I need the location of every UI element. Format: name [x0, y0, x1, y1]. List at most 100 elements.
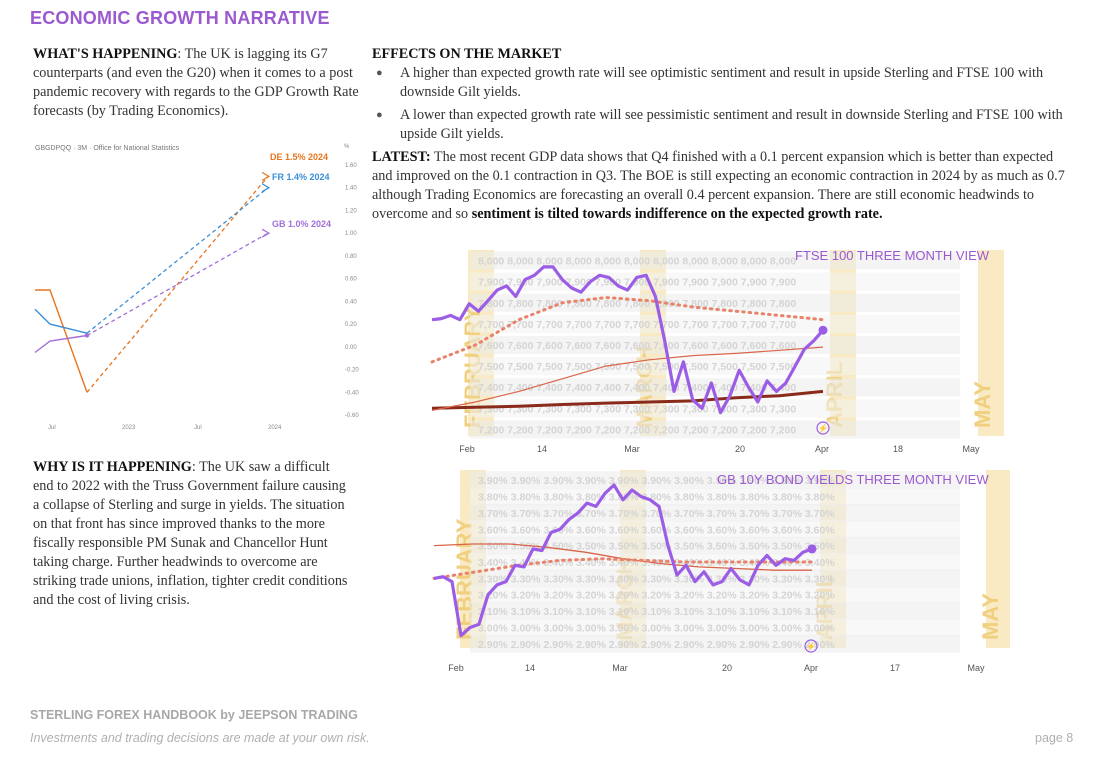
ftse-x-tick: 18: [893, 444, 903, 454]
level-label: 7,700 7,700 7,700 7,700 7,700 7,700 7,70…: [478, 319, 796, 331]
ftse-x-tick: Apr: [815, 444, 829, 454]
level-label: 7,800 7,800 7,800 7,800 7,800 7,800 7,80…: [478, 298, 796, 310]
gdp-arrow-gb: [261, 228, 271, 238]
gilt-event-icon: [804, 639, 818, 653]
ftse-chart: FEBRUARYMARCHAPRILMAY8,000 8,000 8,000 8…: [430, 248, 1004, 454]
month-label: MAY: [970, 381, 995, 428]
level-band: [470, 336, 960, 354]
gdp-chart-source: GBGDPQQ · 3M · Office for National Stati…: [35, 145, 180, 152]
effects-bullet-1: A higher than expected growth rate will …: [372, 64, 1074, 102]
gilt-last-point: [807, 544, 817, 554]
level-band: [470, 293, 960, 312]
gdp-y-tick: 0.00: [345, 345, 357, 351]
page-title: ECONOMIC GROWTH NARRATIVE: [30, 8, 330, 28]
gdp-arrow-de: [261, 171, 271, 181]
gdp-y-tick: -0.60: [345, 413, 359, 419]
level-band: [470, 357, 960, 376]
whats-happening-paragraph: WHAT'S HAPPENING: The UK is lagging its …: [33, 45, 365, 121]
why-happening-paragraph: WHY IS IT HAPPENING: The UK saw a diffic…: [33, 458, 353, 610]
gdp-forecast-de: [86, 175, 269, 393]
gdp-series-fr: [34, 308, 88, 334]
gilt-x-tick: Mar: [612, 663, 628, 673]
gilt-chart: FEBRUARYMARCHAPRILMAY3.90% 3.90% 3.90% 3…: [432, 470, 1010, 673]
gdp-y-tick: 0.80: [345, 254, 357, 260]
gdp-x-tick: Jul: [48, 425, 56, 431]
level-label: 3.20% 3.20% 3.20% 3.20% 3.20% 3.20% 3.20…: [478, 590, 835, 602]
ftse-x-tick: Mar: [624, 444, 640, 454]
gdp-y-tick: -0.20: [345, 368, 359, 374]
level-label: 3.30% 3.30% 3.30% 3.30% 3.30% 3.30% 3.30…: [478, 573, 835, 585]
gdp-y-tick: 0.40: [345, 299, 357, 305]
level-label: 3.90% 3.90% 3.90% 3.90% 3.90% 3.90% 3.90…: [478, 475, 835, 487]
page-number: page 8: [1035, 731, 1074, 745]
level-band: [470, 520, 960, 539]
footer-brand: STERLING FOREX HANDBOOK by JEEPSON TRADI…: [30, 708, 358, 722]
gilt-chart-title: GB 10Y BOND YIELDS THREE MONTH VIEW: [717, 472, 989, 487]
latest-paragraph: LATEST: The most recent GDP data shows t…: [372, 148, 1074, 224]
gdp-forecast-fr: [86, 187, 269, 334]
level-label: 7,500 7,500 7,500 7,500 7,500 7,500 7,50…: [478, 361, 796, 373]
level-label: 7,400 7,400 7,400 7,400 7,400 7,400 7,40…: [478, 382, 796, 394]
effects-heading: EFFECTS ON THE MARKET: [372, 46, 562, 62]
gdp-y-tick: 1.40: [345, 186, 357, 192]
ftse-x-tick: Feb: [459, 444, 475, 454]
gilt-x-tick: Apr: [804, 663, 818, 673]
level-label: 8,000 8,000 8,000 8,000 8,000 8,000 8,00…: [478, 256, 796, 268]
why-happening-text: : The UK saw a difficult end to 2022 wit…: [33, 459, 348, 608]
level-band: [470, 618, 960, 637]
level-band: [470, 503, 960, 522]
gilt-forecast: [432, 557, 814, 580]
level-band: [470, 634, 960, 653]
gilt-yield-line: [433, 483, 813, 638]
latest-heading: LATEST:: [372, 149, 431, 165]
level-band: [470, 378, 960, 397]
gdp-y-tick: 0.20: [345, 322, 357, 328]
ftse-event-glyph: ⚡: [818, 423, 828, 433]
level-band: [470, 251, 960, 270]
ftse-chart-title: FTSE 100 THREE MONTH VIEW: [795, 248, 990, 263]
ftse-event-icon: [816, 421, 830, 435]
level-label: 3.10% 3.10% 3.10% 3.10% 3.10% 3.10% 3.10…: [478, 606, 835, 618]
gdp-series-de: [35, 289, 88, 393]
level-band: [470, 536, 960, 555]
ftse-ma-short: [431, 346, 824, 411]
level-label: 7,200 7,200 7,200 7,200 7,200 7,200 7,20…: [478, 424, 796, 436]
gilt-x-tick: 14: [525, 663, 535, 673]
level-label: 3.00% 3.00% 3.00% 3.00% 3.00% 3.00% 3.00…: [478, 622, 835, 634]
level-label: 2.90% 2.90% 2.90% 2.90% 2.90% 2.90% 2.90…: [478, 639, 835, 651]
level-band: [470, 314, 960, 333]
level-label: 3.70% 3.70% 3.70% 3.70% 3.70% 3.70% 3.70…: [478, 508, 835, 520]
level-label: 3.60% 3.60% 3.60% 3.60% 3.60% 3.60% 3.60…: [478, 524, 835, 536]
gilt-x-tick: 17: [890, 663, 900, 673]
ftse-ma-long: [431, 389, 824, 410]
level-band: [470, 420, 960, 439]
ftse-forecast: [430, 295, 825, 364]
gilt-x-tick: 20: [722, 663, 732, 673]
gdp-arrow-fr: [261, 183, 271, 193]
ftse-price-line: [431, 265, 825, 415]
level-label: 7,900 7,900 7,900 7,900 7,900 7,900 7,90…: [478, 277, 796, 289]
level-band: [470, 471, 960, 490]
gdp-latest-point: [84, 333, 90, 338]
month-band: [986, 470, 1010, 648]
effects-section: EFFECTS ON THE MARKET A higher than expe…: [372, 45, 1074, 148]
gdp-y-tick: 1.00: [345, 231, 357, 237]
gdp-series-gb: [34, 334, 88, 354]
effects-list: A higher than expected growth rate will …: [372, 64, 1074, 144]
gdp-x-tick: Jul: [194, 425, 202, 431]
why-happening-heading: WHY IS IT HAPPENING: [33, 459, 192, 475]
gdp-label-de: DE 1.5% 2024: [270, 152, 328, 162]
ftse-x-tick: 20: [735, 444, 745, 454]
level-label: 7,600 7,600 7,600 7,600 7,600 7,600 7,60…: [478, 340, 796, 352]
gdp-y-tick: 1.20: [345, 208, 357, 214]
gdp-label-gb: GB 1.0% 2024: [272, 219, 331, 229]
gdp-x-tick: 2024: [268, 425, 282, 431]
latest-emphasis: sentiment is tilted towards indifference…: [471, 206, 883, 222]
ftse-x-tick: 14: [537, 444, 547, 454]
level-band: [470, 272, 960, 291]
level-band: [470, 585, 960, 604]
whats-happening-heading: WHAT'S HAPPENING: [33, 46, 178, 62]
gdp-chart-unit: %: [344, 144, 350, 150]
level-band: [470, 569, 960, 588]
level-label: 7,300 7,300 7,300 7,300 7,300 7,300 7,30…: [478, 403, 796, 415]
